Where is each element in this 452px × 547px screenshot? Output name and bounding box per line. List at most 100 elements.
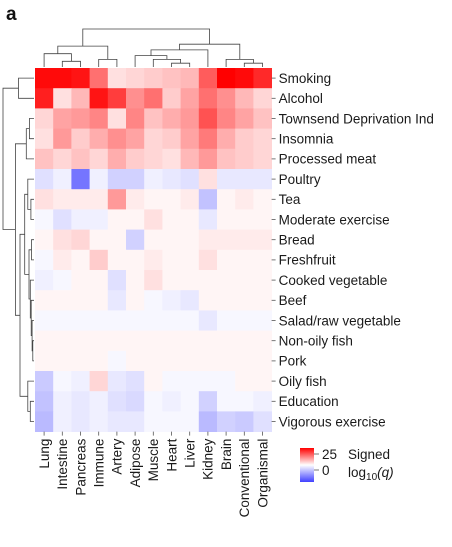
row-label: Cooked vegetable xyxy=(279,273,388,288)
column-label: Heart xyxy=(164,438,179,471)
heatmap-cell xyxy=(35,169,54,190)
heatmap-cell xyxy=(89,249,109,271)
heatmap-cell xyxy=(71,209,90,230)
heatmap-cell xyxy=(126,371,145,392)
heatmap-cell xyxy=(53,411,72,432)
heatmap-cell xyxy=(71,189,90,210)
heatmap-cell xyxy=(107,391,127,412)
heatmap-cell xyxy=(198,249,218,271)
column-label: Lung xyxy=(37,439,52,469)
heatmap-cell xyxy=(235,88,254,109)
heatmap-cell xyxy=(107,68,127,89)
heatmap-cell xyxy=(235,310,254,331)
heatmap-cell xyxy=(217,350,236,372)
heatmap-cell xyxy=(235,330,254,352)
heatmap-cell xyxy=(180,108,200,129)
heatmap-cell xyxy=(180,169,200,190)
heatmap-cell xyxy=(162,209,181,230)
heatmap-cell xyxy=(180,249,200,271)
heatmap-cell xyxy=(53,169,72,190)
heatmap-cell xyxy=(107,310,127,331)
heatmap-cell xyxy=(235,411,254,432)
heatmap-cell xyxy=(35,330,54,352)
row-label: Processed meat xyxy=(279,152,377,167)
heatmap-cell xyxy=(253,148,272,170)
heatmap-cell xyxy=(217,411,236,432)
heatmap-cell xyxy=(107,411,127,432)
row-dendrogram-branches xyxy=(2,77,34,422)
row-label: Education xyxy=(279,394,339,409)
heatmap-cell xyxy=(253,88,272,109)
heatmap-cell xyxy=(144,330,163,352)
heatmap-cell xyxy=(71,249,90,271)
heatmap-cell xyxy=(162,169,181,190)
heatmap-cell xyxy=(126,330,145,352)
heatmap-cell xyxy=(107,148,127,170)
heatmap-cell xyxy=(235,148,254,170)
heatmap-cell xyxy=(253,249,272,271)
heatmap-cell xyxy=(180,391,200,412)
column-label: Immune xyxy=(92,439,107,488)
heatmap-cell xyxy=(253,310,272,331)
heatmap-cell xyxy=(198,411,218,432)
heatmap-cell xyxy=(71,310,90,331)
colorbar-tick-high: 25 xyxy=(322,447,337,462)
colorbar xyxy=(300,448,314,482)
heatmap-cell xyxy=(89,290,109,311)
heatmap-cell xyxy=(53,128,72,150)
heatmap-cell xyxy=(107,88,127,109)
row-dendrogram xyxy=(2,77,34,422)
heatmap-cell xyxy=(253,128,272,150)
heatmap-cell xyxy=(53,148,72,170)
heatmap-cell xyxy=(35,128,54,150)
heatmap-cell xyxy=(198,169,218,190)
heatmap-cell xyxy=(253,169,272,190)
heatmap-cell xyxy=(217,209,236,230)
heatmap-cell xyxy=(35,371,54,392)
heatmap-cell xyxy=(71,290,90,311)
heatmap-cell xyxy=(235,68,254,89)
heatmap-cell xyxy=(253,350,272,372)
heatmap-cell xyxy=(162,249,181,271)
heatmap-cell xyxy=(162,270,181,291)
heatmap-cell xyxy=(217,371,236,392)
heatmap-cell xyxy=(53,290,72,311)
heatmap-cell xyxy=(35,229,54,251)
heatmap-cell xyxy=(107,209,127,230)
heatmap-cell xyxy=(162,371,181,392)
heatmap-cell xyxy=(198,310,218,331)
row-label: Insomnia xyxy=(279,132,334,147)
heatmap-cell xyxy=(253,189,272,210)
row-label: Pork xyxy=(279,354,307,369)
heatmap-cell xyxy=(235,108,254,129)
heatmap-cell xyxy=(235,169,254,190)
heatmap-cell xyxy=(89,350,109,372)
heatmap-cell xyxy=(89,88,109,109)
heatmap-cell xyxy=(162,330,181,352)
heatmap-cell xyxy=(217,169,236,190)
heatmap-cell xyxy=(217,68,236,89)
heatmap-cell xyxy=(71,330,90,352)
heatmap-cell xyxy=(53,68,72,89)
heatmap-cell xyxy=(198,88,218,109)
heatmap-cell xyxy=(198,68,218,89)
heatmap-cell xyxy=(217,290,236,311)
heatmap-cell xyxy=(235,391,254,412)
heatmap-cell xyxy=(217,128,236,150)
heatmap-cell xyxy=(198,391,218,412)
row-label: Townsend Deprivation Ind xyxy=(279,111,434,126)
heatmap-cell xyxy=(198,350,218,372)
row-label: Oily fish xyxy=(279,374,327,389)
heatmap-cell xyxy=(162,88,181,109)
row-label: Salad/raw vegetable xyxy=(279,313,401,328)
heatmap-cell xyxy=(126,189,145,210)
heatmap-cell xyxy=(162,391,181,412)
heatmap-cell xyxy=(144,270,163,291)
heatmap-cell xyxy=(89,330,109,352)
heatmap-cell xyxy=(144,249,163,271)
heatmap-cell xyxy=(35,88,54,109)
heatmap-cell xyxy=(180,128,200,150)
heatmap-cell xyxy=(107,169,127,190)
heatmap-cell xyxy=(107,249,127,271)
row-label: Poultry xyxy=(279,172,321,187)
